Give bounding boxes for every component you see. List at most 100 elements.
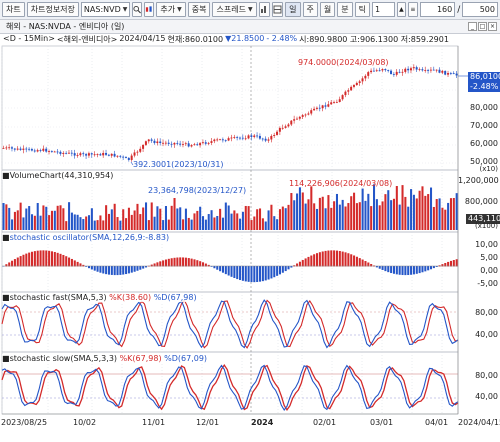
oscillator-bar bbox=[90, 266, 93, 270]
candle-body bbox=[181, 144, 184, 145]
volume-bar bbox=[45, 206, 48, 230]
spinner-icon[interactable]: ▲ bbox=[396, 2, 407, 17]
search-icon[interactable] bbox=[132, 2, 143, 17]
volume-bar bbox=[304, 203, 307, 230]
price-low-annotation: 392.3001(2023/10/31) bbox=[133, 160, 224, 169]
oscillator-bar bbox=[16, 257, 19, 267]
spread-button[interactable]: 스프레드 ▼ bbox=[212, 2, 257, 17]
period-tick-button[interactable]: 틱 bbox=[354, 2, 370, 17]
volume-bar bbox=[13, 211, 16, 230]
volume-bar bbox=[5, 204, 8, 230]
candle-body bbox=[224, 140, 227, 142]
oscillator-bar bbox=[53, 252, 56, 267]
stoch-fast-panel-label: ■stochastic fast(SMA,5,3) %K(38.60) %D(6… bbox=[2, 293, 197, 302]
volume-axis-tick: 800,000 bbox=[464, 197, 498, 206]
symbol-value: NAS:NVD bbox=[83, 5, 121, 14]
volume-bar bbox=[82, 219, 85, 230]
close-icon[interactable]: × bbox=[488, 22, 497, 31]
interval-input[interactable]: 1 bbox=[372, 2, 395, 17]
volume-bar bbox=[125, 218, 128, 230]
oscillator-bar bbox=[256, 266, 259, 283]
period-week-button[interactable]: 주 bbox=[302, 2, 318, 17]
candle-body bbox=[5, 147, 8, 149]
candle-body bbox=[261, 138, 264, 140]
candle-body bbox=[432, 69, 435, 71]
oscillator-bar bbox=[130, 266, 133, 273]
volume-bar bbox=[11, 219, 14, 230]
oscillator-bar bbox=[335, 250, 338, 267]
candle-body bbox=[438, 69, 441, 73]
oscillator-bar bbox=[264, 266, 267, 281]
bar-chart-icon[interactable] bbox=[258, 2, 270, 17]
candle-body bbox=[219, 139, 222, 141]
candle-body bbox=[139, 148, 142, 152]
oscillator-bar bbox=[105, 266, 108, 275]
candle-body bbox=[415, 67, 418, 70]
x-axis-label: 12/01 bbox=[196, 418, 220, 427]
candle-body bbox=[22, 148, 25, 150]
oscillator-bar bbox=[125, 266, 128, 275]
volume-bar bbox=[452, 198, 455, 230]
volume-bar bbox=[435, 199, 438, 230]
oscillator-bar bbox=[102, 266, 105, 274]
candle-body bbox=[45, 148, 48, 152]
oscillator-bar bbox=[390, 266, 393, 274]
symbol-select[interactable]: NAS:NVD ▼ bbox=[80, 2, 131, 17]
oscillator-bar bbox=[85, 266, 88, 267]
period-day-button[interactable]: 일 bbox=[285, 2, 301, 17]
volume-bar bbox=[327, 195, 330, 230]
count-input[interactable]: 160 bbox=[419, 2, 456, 17]
volume-bar bbox=[367, 193, 370, 230]
candle-body bbox=[28, 148, 31, 150]
candle-body bbox=[367, 72, 370, 76]
oscillator-label-text: stochastic oscillator(SMA,12,26,9:-8.83) bbox=[9, 233, 170, 242]
candle-body bbox=[370, 70, 373, 73]
candle-type-icon[interactable] bbox=[144, 2, 155, 17]
window-title-bar: 해외 - NAS:NVDA - 엔비디아 (일) bbox=[0, 20, 500, 34]
volume-bar bbox=[381, 201, 384, 230]
volume-bar bbox=[113, 203, 116, 230]
list-icon[interactable]: ≡ bbox=[408, 2, 418, 17]
volume-bar bbox=[256, 209, 259, 230]
oscillator-bar bbox=[213, 266, 216, 269]
oscillator-bar bbox=[173, 257, 176, 267]
minimize-icon[interactable]: _ bbox=[468, 22, 477, 31]
oscillator-bar bbox=[116, 266, 119, 276]
chart-menu-button[interactable]: 차트 bbox=[2, 2, 25, 17]
add-indicator-button[interactable]: 추가 ▼ bbox=[156, 2, 186, 17]
price-change-pct: - 2.48% bbox=[266, 34, 298, 43]
total-input[interactable]: 500 bbox=[462, 2, 498, 17]
period-minute-button[interactable]: 분 bbox=[337, 2, 353, 17]
volume-bar bbox=[270, 204, 273, 230]
save-chart-info-button[interactable]: 차트정보저장 bbox=[26, 2, 79, 17]
oscillator-bar bbox=[418, 266, 421, 274]
oscillator-bar bbox=[432, 266, 435, 269]
oscillator-bar bbox=[444, 262, 447, 267]
candle-body bbox=[110, 153, 113, 156]
candle-body bbox=[82, 153, 85, 155]
period-month-button[interactable]: 월 bbox=[319, 2, 336, 17]
volume-panel-label: ■VolumeChart(44,310,954) bbox=[2, 171, 114, 180]
x-axis-label: 04/01 bbox=[425, 418, 449, 427]
count-value: 160 bbox=[436, 5, 453, 14]
table-icon[interactable] bbox=[271, 2, 284, 17]
volume-bar bbox=[102, 220, 105, 230]
oscillator-bar bbox=[250, 266, 253, 283]
x-axis-label: 02/01 bbox=[313, 418, 337, 427]
oscillator-bar bbox=[427, 266, 430, 271]
volume-bar bbox=[119, 220, 122, 230]
candle-body bbox=[449, 73, 452, 74]
stoch-slow-d: %D(67,09) bbox=[164, 354, 208, 363]
oscillator-bar bbox=[304, 258, 307, 267]
oscillator-bar bbox=[313, 254, 316, 267]
overlap-button[interactable]: 중복 bbox=[187, 2, 211, 17]
candle-body bbox=[315, 107, 318, 109]
candle-body bbox=[99, 154, 102, 156]
candle-body bbox=[36, 150, 39, 152]
oscillator-bar bbox=[187, 258, 190, 267]
oscillator-bar bbox=[153, 263, 156, 267]
volume-bar bbox=[167, 219, 170, 230]
candle-body bbox=[378, 70, 381, 72]
maximize-icon[interactable]: □ bbox=[478, 22, 487, 31]
